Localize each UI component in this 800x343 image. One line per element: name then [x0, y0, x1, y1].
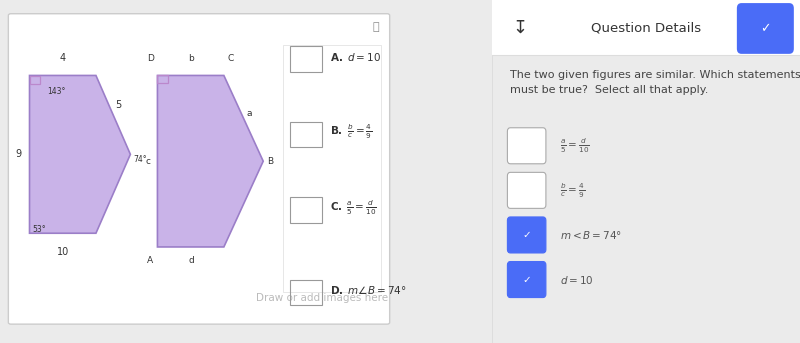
Text: 143°: 143°	[46, 87, 65, 96]
Text: ✓: ✓	[760, 22, 770, 35]
Text: 4: 4	[60, 54, 66, 63]
Text: C: C	[228, 55, 234, 63]
FancyBboxPatch shape	[507, 128, 546, 164]
Text: $\mathbf{C.}$ $\frac{a}{5} = \frac{d}{10}$: $\mathbf{C.}$ $\frac{a}{5} = \frac{d}{10…	[330, 198, 377, 217]
Polygon shape	[30, 75, 130, 233]
Text: $\mathbf{A.}$ $d = 10$: $\mathbf{A.}$ $d = 10$	[330, 51, 381, 62]
Text: 5: 5	[116, 99, 122, 110]
Polygon shape	[158, 75, 263, 247]
Text: D: D	[146, 55, 154, 63]
Bar	[290, 197, 322, 223]
Text: ✓: ✓	[522, 274, 531, 285]
Bar	[158, 75, 168, 83]
Text: 9: 9	[15, 149, 21, 159]
FancyBboxPatch shape	[283, 45, 382, 292]
Bar	[492, 0, 493, 343]
FancyBboxPatch shape	[8, 14, 390, 324]
Text: Question Details: Question Details	[591, 22, 701, 35]
Bar	[290, 280, 322, 305]
Text: b: b	[188, 55, 194, 63]
Bar	[30, 76, 40, 84]
Text: $m<B = 74°$: $m<B = 74°$	[560, 229, 622, 241]
Bar	[290, 122, 322, 147]
FancyBboxPatch shape	[507, 262, 546, 298]
FancyBboxPatch shape	[737, 3, 794, 54]
Text: B: B	[266, 157, 273, 166]
FancyBboxPatch shape	[507, 217, 546, 253]
Text: $\mathbf{B.}$ $\frac{b}{c} = \frac{4}{9}$: $\mathbf{B.}$ $\frac{b}{c} = \frac{4}{9}…	[330, 123, 372, 141]
Text: a: a	[247, 109, 253, 118]
Text: ⌕: ⌕	[372, 22, 379, 32]
Text: $\frac{b}{c} = \frac{4}{9}$: $\frac{b}{c} = \frac{4}{9}$	[560, 181, 585, 200]
Text: 74°: 74°	[134, 155, 147, 164]
Text: Draw or add images here: Draw or add images here	[256, 293, 388, 304]
Text: c: c	[145, 157, 150, 166]
Bar	[290, 46, 322, 72]
Bar	[492, 0, 800, 55]
Text: ✓: ✓	[522, 230, 531, 240]
Text: 10: 10	[57, 247, 69, 257]
Text: 53°: 53°	[32, 225, 46, 234]
Text: d: d	[188, 256, 194, 264]
Text: ✏: ✏	[297, 267, 314, 286]
Text: $\mathbf{D.}$ $m\angle B = 74°$: $\mathbf{D.}$ $m\angle B = 74°$	[330, 284, 406, 296]
Text: The two given figures are similar. Which statements
must be true?  Select all th: The two given figures are similar. Which…	[510, 70, 800, 95]
FancyBboxPatch shape	[507, 172, 546, 209]
Text: ↧: ↧	[512, 19, 527, 37]
Text: $d = 10$: $d = 10$	[560, 274, 594, 285]
Text: $\frac{a}{5} = \frac{d}{10}$: $\frac{a}{5} = \frac{d}{10}$	[560, 137, 590, 155]
Text: A: A	[147, 256, 154, 264]
